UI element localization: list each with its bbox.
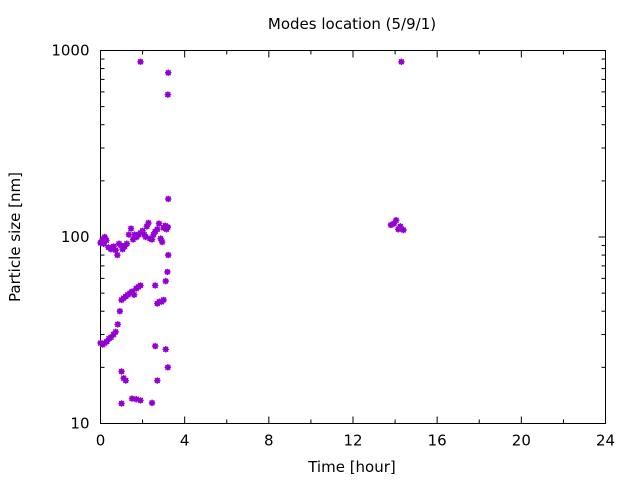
data-point	[103, 237, 110, 244]
data-point	[165, 251, 172, 259]
x-tick-label: 12	[343, 432, 362, 450]
y-tick-label: 1000	[51, 42, 89, 60]
data-point	[112, 328, 119, 336]
data-point	[114, 321, 121, 328]
data-point	[154, 226, 161, 233]
chart-title: Modes location (5/9/1)	[268, 15, 436, 33]
data-point	[162, 277, 169, 285]
data-point	[152, 282, 159, 289]
data-points	[97, 58, 407, 407]
plot-frame	[100, 50, 606, 424]
data-point	[127, 225, 135, 232]
data-point	[125, 231, 133, 238]
data-point	[145, 219, 152, 227]
x-axis-label: Time [hour]	[307, 458, 396, 476]
y-axis: 10 100 1000	[51, 42, 606, 433]
data-point	[137, 58, 144, 65]
data-point	[165, 69, 172, 76]
y-tick-label: 100	[61, 228, 90, 246]
y-axis-label: Particle size [nm]	[6, 172, 24, 302]
data-point	[164, 268, 171, 276]
data-point	[160, 296, 167, 304]
x-tick-label: 4	[180, 432, 190, 450]
data-point	[137, 397, 144, 404]
data-point	[128, 395, 136, 402]
data-point	[122, 377, 129, 384]
x-tick-label: 0	[96, 432, 106, 450]
data-point	[165, 195, 172, 203]
data-point	[164, 91, 172, 98]
data-point	[152, 342, 159, 350]
data-point	[118, 368, 125, 375]
data-point	[398, 58, 405, 65]
data-point	[148, 399, 156, 407]
data-point	[148, 236, 156, 243]
data-point	[162, 346, 169, 353]
y-tick-label: 10	[70, 415, 89, 433]
data-point	[123, 240, 131, 247]
data-point	[116, 308, 124, 315]
data-point	[154, 377, 161, 384]
x-axis: 0 4 8 12 16 20 24	[96, 50, 615, 450]
data-point	[392, 217, 400, 224]
data-point	[164, 364, 172, 371]
data-point	[130, 291, 138, 298]
x-tick-label: 16	[428, 432, 447, 450]
data-point	[158, 238, 166, 246]
data-point	[164, 223, 172, 231]
x-tick-label: 20	[512, 432, 531, 450]
data-point	[137, 282, 144, 289]
x-tick-label: 8	[264, 432, 274, 450]
data-point	[400, 226, 407, 234]
data-point	[118, 400, 125, 407]
data-point	[114, 251, 121, 259]
data-point	[155, 220, 163, 227]
data-point	[112, 246, 119, 254]
x-tick-label: 24	[596, 432, 615, 450]
